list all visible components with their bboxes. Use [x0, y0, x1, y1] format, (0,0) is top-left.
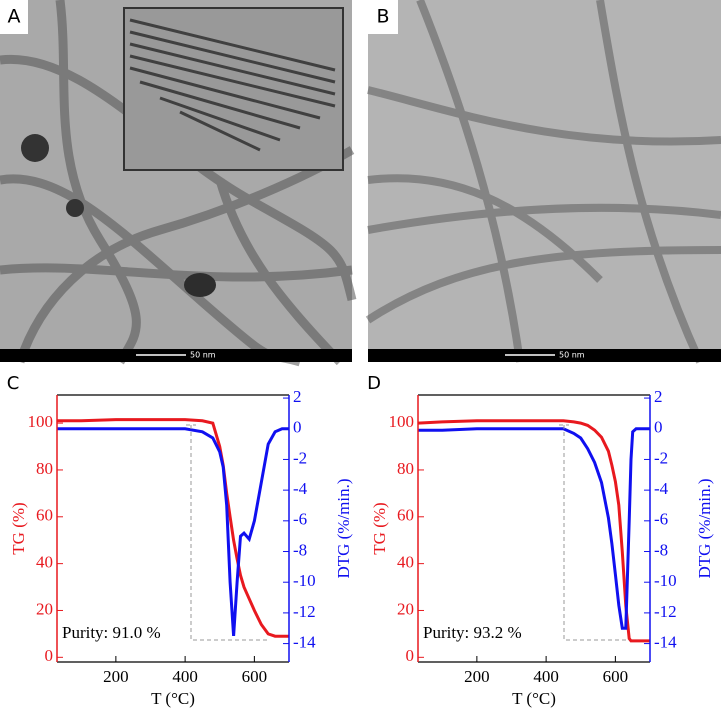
data-line — [418, 427, 650, 630]
y-tick-label: 100 — [389, 412, 415, 431]
y2-tick-label: -2 — [293, 448, 307, 467]
y2-tick-label: -10 — [293, 571, 316, 590]
y-tick-label: 60 — [36, 506, 53, 525]
tem-image-b: 50 nm B — [365, 0, 721, 364]
y2-tick-label: -14 — [654, 632, 677, 651]
guide-line — [186, 424, 267, 641]
data-line — [57, 418, 289, 638]
x-tick-label: 200 — [103, 667, 129, 686]
y2-tick-label: -10 — [654, 571, 677, 590]
y2-tick-label: 0 — [654, 418, 663, 437]
panel-label: B — [376, 6, 389, 28]
y2-tick-label: 0 — [293, 418, 302, 437]
y2-axis-label: DTG (%/min.) — [695, 478, 714, 578]
x-tick-label: 400 — [172, 667, 198, 686]
y2-tick-label: -12 — [293, 602, 316, 621]
y2-tick-label: -8 — [293, 540, 307, 559]
panel-label: C — [7, 373, 20, 394]
y-tick-label: 40 — [36, 553, 53, 572]
y2-tick-label: -6 — [293, 510, 307, 529]
x-tick-label: 600 — [603, 667, 629, 686]
y-axis-label: TG (%) — [9, 502, 28, 554]
y2-tick-label: -8 — [654, 540, 668, 559]
y2-tick-label: -6 — [654, 510, 668, 529]
guide-line — [559, 424, 628, 641]
y2-tick-label: -12 — [654, 602, 677, 621]
x-tick-label: 200 — [464, 667, 490, 686]
x-tick-label: 400 — [533, 667, 559, 686]
x-tick-label: 600 — [242, 667, 268, 686]
scale-bar-label: 50 nm — [190, 351, 216, 360]
data-line — [417, 419, 650, 643]
y2-tick-label: -4 — [293, 479, 308, 498]
data-line — [57, 427, 289, 636]
y2-axis-label: DTG (%/min.) — [334, 478, 353, 578]
panel-label: A — [8, 6, 21, 28]
y-tick-label: 80 — [397, 459, 414, 478]
y2-tick-label: 2 — [654, 387, 663, 406]
annotation: Purity: 91.0 % — [62, 623, 161, 642]
y2-tick-label: -4 — [654, 479, 669, 498]
y-tick-label: 40 — [397, 553, 414, 572]
tem-image-a: 50 nm A — [0, 0, 357, 367]
x-axis-label: T (°C) — [512, 689, 556, 708]
y-tick-label: 60 — [397, 506, 414, 525]
y-tick-label: 100 — [28, 412, 54, 431]
y-tick-label: 20 — [397, 599, 414, 618]
scale-bar-label: 50 nm — [559, 351, 585, 360]
y2-tick-label: 2 — [293, 387, 302, 406]
y-axis-label: TG (%) — [370, 502, 389, 554]
y2-tick-label: -14 — [293, 632, 316, 651]
panel-label: D — [367, 373, 381, 394]
annotation: Purity: 93.2 % — [423, 623, 522, 642]
y-tick-label: 20 — [36, 599, 53, 618]
y2-tick-label: -2 — [654, 448, 668, 467]
x-axis-label: T (°C) — [151, 689, 195, 708]
y-tick-label: 80 — [36, 459, 53, 478]
y-tick-label: 0 — [406, 646, 415, 665]
y-tick-label: 0 — [45, 646, 54, 665]
